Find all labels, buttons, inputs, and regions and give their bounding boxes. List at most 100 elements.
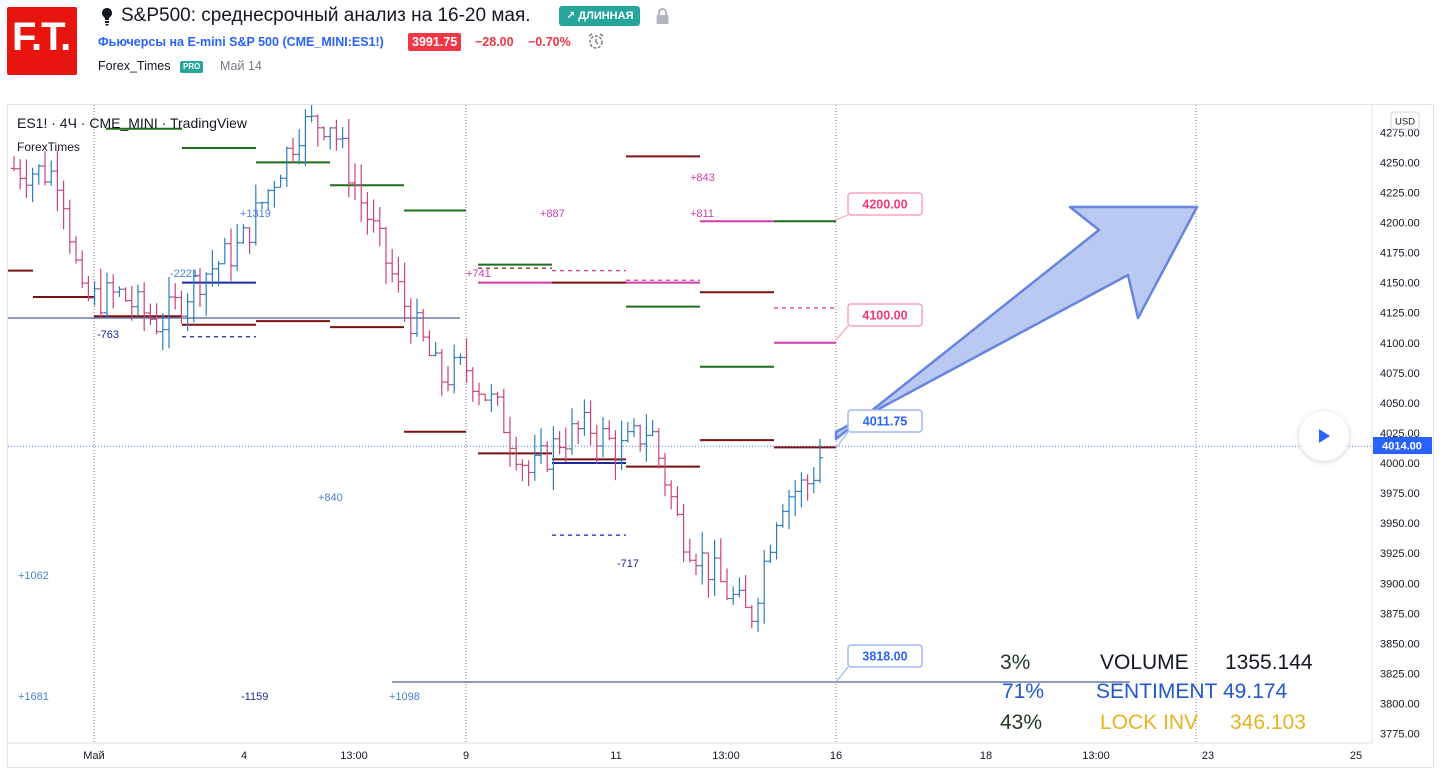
volume-annotation: +1062 bbox=[18, 570, 49, 582]
ohlc-bar bbox=[215, 261, 222, 287]
symbol-code[interactable]: (CME_MINI:ES1!) bbox=[282, 35, 384, 49]
volume-annotation: +840 bbox=[318, 492, 343, 504]
callout-price: 4011.75 bbox=[863, 415, 908, 429]
ohlc-bar bbox=[345, 119, 352, 198]
logo-text: F.T. bbox=[12, 15, 71, 59]
author-logo[interactable]: F.T. bbox=[7, 7, 77, 75]
ohlc-bar bbox=[798, 472, 805, 508]
ohlc-bar bbox=[414, 298, 420, 337]
time-axis[interactable]: Май 4 13:00 9 11 13:00 16 18 13:00 23 25 bbox=[8, 742, 1372, 762]
price-tick-label: 4150.00 bbox=[1380, 278, 1420, 290]
idea-title: S&P500: среднесрочный анализ на 16-20 ма… bbox=[121, 5, 531, 26]
currency-button[interactable]: USD bbox=[1390, 111, 1420, 130]
ohlc-bar bbox=[804, 474, 811, 501]
price-change: −28.00 bbox=[475, 35, 514, 49]
ohlc-bar bbox=[531, 434, 538, 481]
chart-symbol-legend: ES1! · 4Ч · CME_MINI · TradingView bbox=[17, 115, 248, 131]
ohlc-bar bbox=[724, 568, 730, 600]
ohlc-bar bbox=[228, 228, 234, 281]
time-tick-label: 11 bbox=[610, 750, 621, 762]
ohlc-bar bbox=[643, 414, 650, 462]
ohlc-bar bbox=[810, 467, 817, 494]
ohlc-bar bbox=[693, 553, 699, 575]
callout-box bbox=[847, 409, 923, 433]
price-tick-label: 3850.00 bbox=[1380, 638, 1420, 650]
ohlc-bar bbox=[147, 303, 154, 325]
chart-watermark: ForexTimes bbox=[17, 140, 80, 154]
alarm-clock-icon[interactable] bbox=[587, 32, 605, 50]
ohlc-bar bbox=[364, 192, 371, 235]
ohlc-bar bbox=[234, 224, 241, 271]
ohlc-bar bbox=[104, 272, 110, 318]
volume-pct: 3% bbox=[1000, 651, 1031, 674]
ohlc-bar bbox=[97, 268, 104, 319]
price-callouts: 4200.00 4100.00 4011.75 3818.00 bbox=[835, 192, 923, 683]
ohlc-bar bbox=[469, 367, 476, 402]
price-bars bbox=[11, 105, 823, 633]
ohlc-bar bbox=[190, 269, 197, 323]
current-price-label: 4014.00 bbox=[1382, 441, 1422, 453]
price-tick-label: 4075.00 bbox=[1380, 368, 1420, 380]
ohlc-bar bbox=[451, 344, 458, 394]
ohlc-bar bbox=[91, 281, 98, 306]
ohlc-bar bbox=[736, 577, 743, 598]
ohlc-bar bbox=[166, 276, 172, 349]
ohlc-bar bbox=[562, 427, 569, 463]
ohlc-bar bbox=[246, 227, 253, 255]
callout-pointer bbox=[835, 214, 849, 221]
ohlc-bar bbox=[308, 105, 315, 123]
ohlc-bar bbox=[581, 399, 588, 436]
sentiment-pct: 71% bbox=[1002, 680, 1045, 703]
ohlc-bar bbox=[352, 163, 358, 201]
ohlc-bar bbox=[730, 586, 737, 605]
ohlc-bar bbox=[711, 539, 718, 596]
price-tick-label: 4050.00 bbox=[1380, 398, 1420, 410]
ohlc-bar bbox=[631, 418, 637, 437]
price-callout: 4011.75 bbox=[835, 409, 923, 449]
price-callout: 4100.00 bbox=[835, 303, 923, 341]
ohlc-bar bbox=[606, 420, 613, 441]
chart-grid bbox=[8, 105, 1372, 743]
play-replay-button[interactable] bbox=[1299, 411, 1349, 461]
time-tick-label: 23 bbox=[1202, 750, 1214, 762]
ohlc-bar bbox=[420, 309, 427, 342]
ohlc-bar bbox=[426, 330, 433, 357]
price-tick-label: 3825.00 bbox=[1380, 668, 1420, 680]
ohlc-bar bbox=[178, 290, 185, 324]
chart-container[interactable] bbox=[7, 104, 1434, 768]
ohlc-bar bbox=[302, 109, 309, 166]
ohlc-bar bbox=[587, 400, 594, 446]
ohlc-bar bbox=[321, 126, 327, 141]
forecast-arrow[interactable] bbox=[834, 205, 1199, 441]
ohlc-bar bbox=[283, 146, 290, 188]
ohlc-bar bbox=[271, 180, 278, 208]
ohlc-bar bbox=[135, 284, 141, 317]
lock-icon bbox=[656, 8, 669, 24]
current-price-marker: 4014.00 bbox=[1373, 437, 1432, 454]
ohlc-bar bbox=[668, 480, 675, 510]
ohlc-bar bbox=[60, 180, 67, 230]
author-name[interactable]: Forex_Times bbox=[98, 59, 171, 73]
time-tick-label: 4 bbox=[241, 750, 247, 762]
ohlc-bar bbox=[395, 256, 402, 293]
volume-annotation: +1681 bbox=[18, 691, 49, 703]
price-tick-label: 3900.00 bbox=[1380, 578, 1420, 590]
time-tick-label: 13:00 bbox=[340, 750, 368, 762]
pro-badge: PRO bbox=[180, 61, 204, 73]
ohlc-bar bbox=[494, 391, 501, 406]
ohlc-bar bbox=[42, 151, 48, 186]
symbol-description[interactable]: Фьючерсы на E-mini S&P 500 (CME_MINI:ES1… bbox=[98, 35, 384, 49]
volume-label: VOLUME bbox=[1100, 651, 1189, 674]
symbol-name[interactable]: Фьючерсы на E-mini S&P 500 bbox=[98, 35, 279, 49]
price-axis[interactable]: 4275.00 4250.00 4225.00 4200.00 4175.00 4150.… bbox=[1371, 105, 1420, 743]
callout-pointer bbox=[835, 666, 849, 683]
direction-badge: ↗ ДЛИННАЯ bbox=[559, 6, 641, 26]
publish-date: Май 14 bbox=[220, 59, 262, 73]
ohlc-bar bbox=[779, 504, 786, 528]
ohlc-bar bbox=[699, 532, 706, 585]
sentiment-value: 49.174 bbox=[1223, 680, 1288, 703]
ohlc-bar bbox=[686, 538, 693, 563]
ohlc-bar bbox=[184, 293, 191, 331]
volume-value: 1355.144 bbox=[1225, 651, 1313, 674]
